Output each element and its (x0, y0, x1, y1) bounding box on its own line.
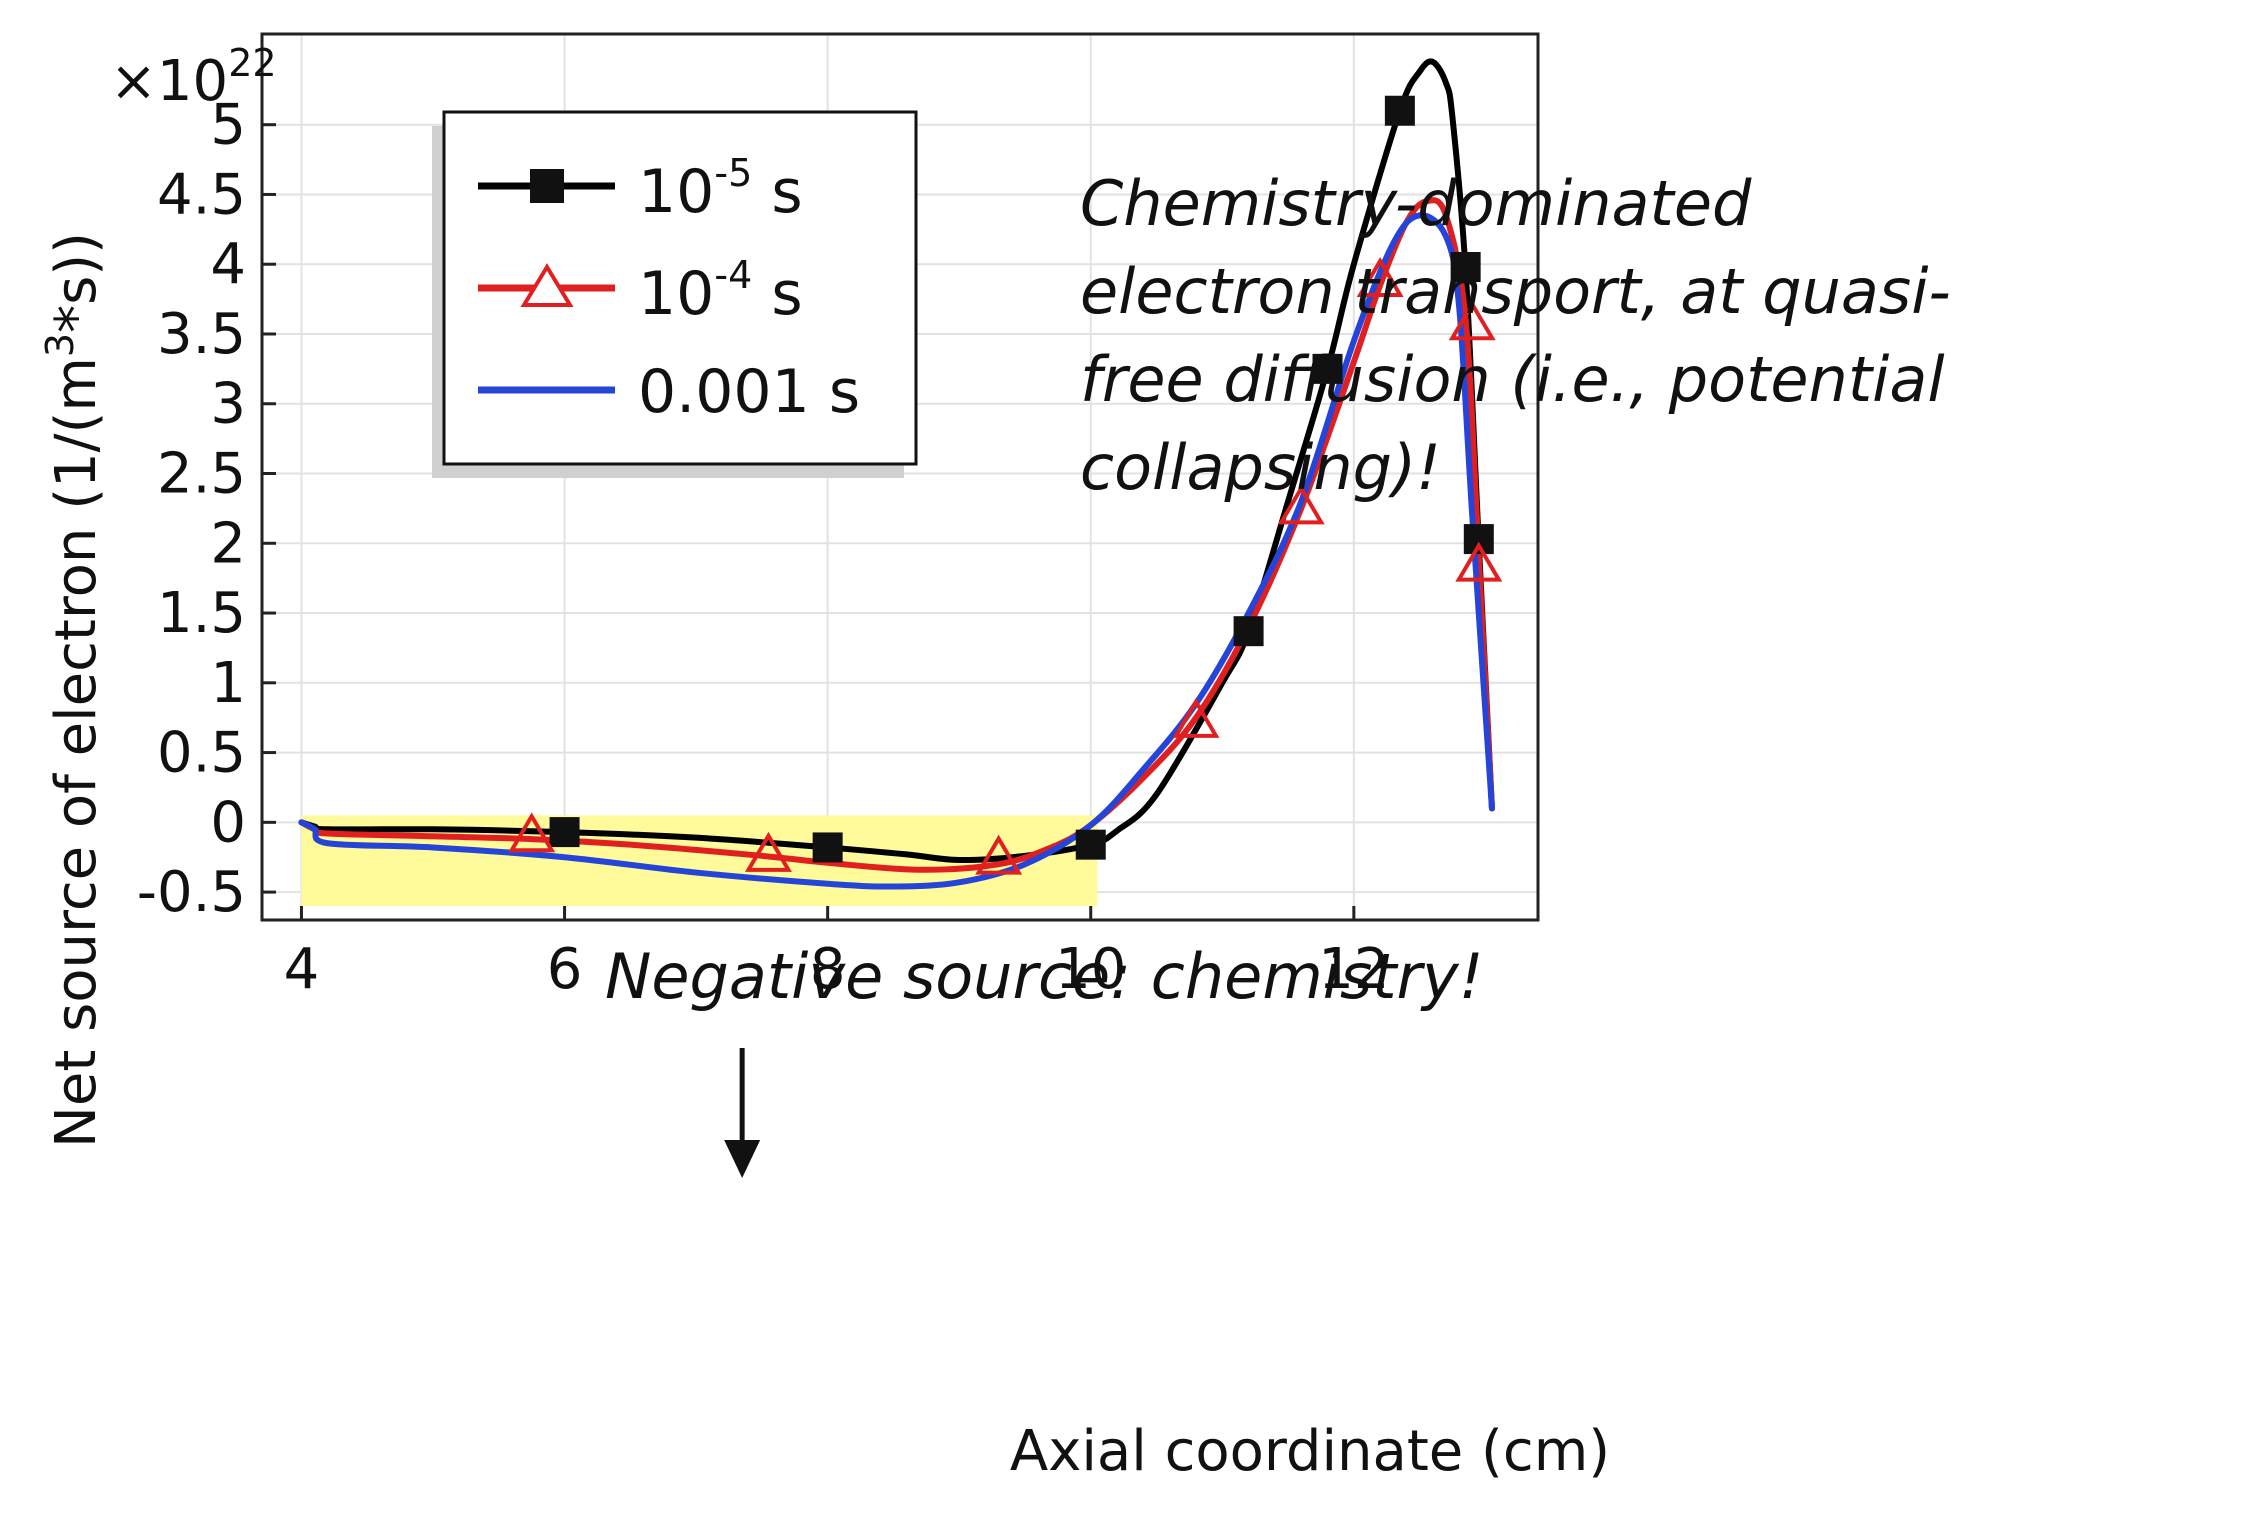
y-tick-label: 5 (210, 93, 246, 158)
marker-triangle (1448, 300, 1496, 341)
axis-ticks: 4 6 8 10 12-0.500.511.522.533.544.55 (137, 93, 1390, 1002)
arrow-head (724, 1140, 761, 1178)
legend: 10-5 s 10-4 s 0.001 s (432, 110, 918, 478)
legend-marker-triangle (520, 263, 574, 307)
marker-square (1075, 829, 1106, 860)
marker-square (1233, 616, 1264, 647)
legend-label-0001: 0.001 s (638, 357, 860, 427)
legend-label-10e-4: 10-4 s (638, 253, 803, 329)
marker-triangle (1356, 257, 1404, 297)
x-tick-label: 10 (1055, 937, 1126, 1002)
legend-marker-square (530, 169, 564, 203)
series-markers (508, 95, 1503, 875)
marker-square (1384, 95, 1415, 126)
marker-triangle (508, 812, 556, 853)
y-multiplier-base: ×10 (110, 49, 228, 114)
y-tick-label: 4.5 (157, 162, 246, 227)
legend-label-10e-5: 10-5 s (638, 151, 803, 227)
series-lines (298, 58, 1495, 890)
marker-triangle (1277, 484, 1325, 525)
marker-triangle (744, 831, 792, 872)
y-tick-label: -0.5 (137, 860, 246, 925)
marker-square (1312, 353, 1343, 384)
annotation-chemistry-line-1: Chemistry-dominated (1080, 167, 1752, 240)
y-tick-label: 1.5 (157, 581, 246, 646)
y-tick-label: 4 (210, 232, 246, 297)
series-line-2 (298, 212, 1495, 890)
marker-square (1450, 252, 1481, 283)
y-axis-label-pre: Net source of electron (1/(m (44, 357, 109, 1148)
y-tick-label: 0.5 (157, 721, 246, 786)
y-tick-label: 2 (210, 511, 246, 576)
series-line-1 (298, 197, 1495, 873)
marker-triangle (1172, 697, 1220, 738)
marker-square (1463, 524, 1494, 555)
marker-triangle (1455, 541, 1503, 582)
plot-frame (260, 32, 1540, 922)
annotation-chemistry-line-3: free diffusion (i.e., potential (1080, 343, 1945, 416)
x-tick-label: 6 (547, 937, 583, 1002)
y-tick-label: 3 (210, 372, 246, 437)
y-multiplier-label: ×1022 (110, 41, 277, 114)
marker-triangle (975, 834, 1023, 875)
y-axis-label-post: *s)) (44, 232, 109, 333)
y-tick-label: 0 (210, 790, 246, 855)
annotation-chemistry-line-2: electron transport, at quasi- (1080, 255, 1951, 328)
y-tick-label: 2.5 (157, 442, 246, 507)
marker-square (812, 832, 843, 863)
x-tick-label: 4 (284, 937, 320, 1002)
x-axis-label: Axial coordinate (cm) (1010, 1419, 1610, 1484)
x-tick-label: 8 (810, 937, 846, 1002)
annotation-chemistry-line-4: collapsing)! (1080, 431, 1441, 504)
x-tick-label: 12 (1318, 937, 1389, 1002)
annotation-negative-source: Negative source: chemistry! (605, 940, 1484, 1013)
y-tick-label: 1 (210, 651, 246, 716)
y-axis-label: Net source of electron (1/(m3*s)) (38, 232, 109, 1148)
marker-square (549, 817, 580, 848)
y-tick-label: 3.5 (157, 302, 246, 367)
y-axis-label-sup: 3 (38, 333, 82, 357)
y-multiplier-exp: 22 (228, 41, 276, 85)
series-line-0 (298, 58, 1495, 864)
annotation-arrow (724, 1048, 761, 1178)
